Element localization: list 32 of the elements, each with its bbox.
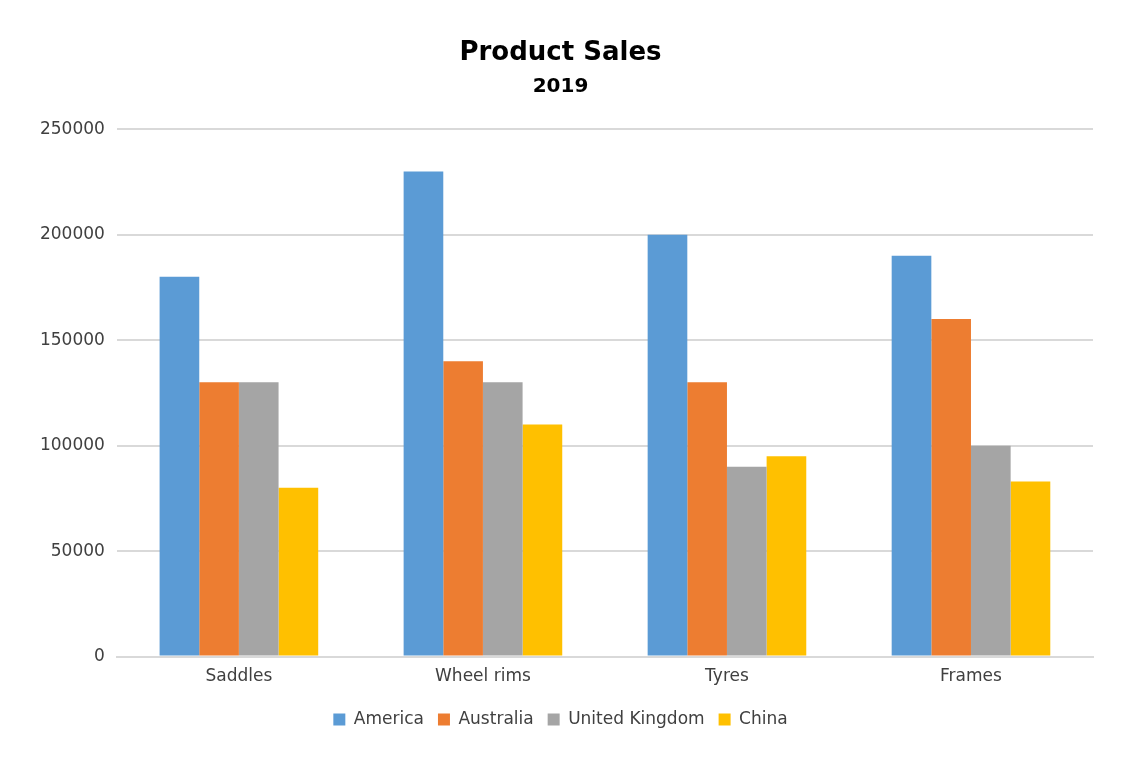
- bar: [1010, 481, 1051, 656]
- legend-label: Australia: [458, 707, 534, 728]
- bar: [970, 445, 1011, 656]
- x-tick-label: Tyres: [704, 665, 749, 686]
- bar: [687, 382, 727, 656]
- legend-label: China: [739, 707, 788, 728]
- bar: [278, 487, 319, 656]
- bar: [199, 382, 239, 656]
- y-tick-label: 250000: [39, 117, 105, 138]
- bar: [931, 319, 971, 656]
- x-tick-label: Saddles: [205, 665, 273, 686]
- chart-subtitle: 2019: [532, 73, 589, 98]
- y-tick-label: 50000: [50, 539, 105, 560]
- x-tick-label: Wheel rims: [435, 665, 531, 686]
- bar: [522, 424, 563, 656]
- legend-label: America: [353, 707, 424, 728]
- bar: [726, 466, 767, 656]
- x-tick-label: Frames: [940, 665, 1003, 686]
- bar: [159, 276, 200, 656]
- y-tick-label: 100000: [39, 434, 105, 455]
- y-tick-label: 150000: [39, 328, 105, 349]
- bar: [647, 234, 688, 656]
- y-tick-label: 200000: [39, 223, 105, 244]
- bar: [891, 255, 932, 656]
- bar: [403, 171, 444, 656]
- legend-label: United Kingdom: [568, 707, 705, 728]
- bar: [766, 456, 807, 656]
- bar: [238, 382, 279, 656]
- bar: [443, 361, 483, 656]
- y-tick-label: 0: [94, 645, 105, 666]
- bar: [482, 382, 523, 656]
- chart-title: Product Sales: [459, 36, 662, 67]
